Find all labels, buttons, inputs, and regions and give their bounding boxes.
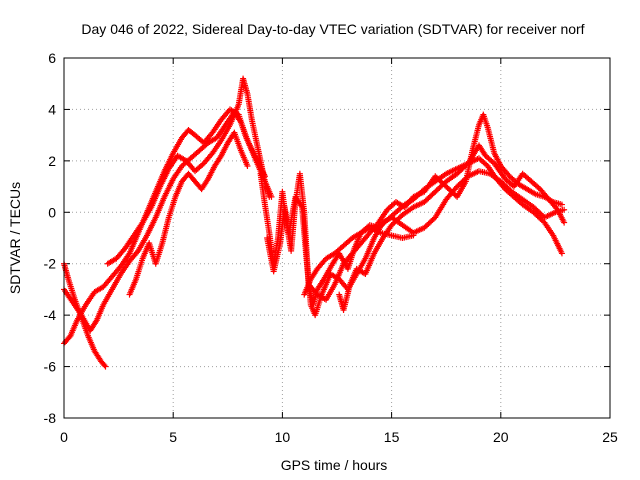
y-tick-label: 0: [48, 204, 56, 220]
y-tick-label: 2: [48, 153, 56, 169]
plot-frame: [63, 57, 611, 419]
y-tick-label: -6: [44, 359, 57, 375]
chart-title: Day 046 of 2022, Sidereal Day-to-day VTE…: [81, 21, 584, 37]
data-point: [558, 250, 565, 257]
y-tick-label: 4: [48, 101, 56, 117]
y-tick-label: -4: [44, 307, 57, 323]
series-track-3: [61, 109, 268, 334]
data-point: [101, 362, 108, 369]
series-track-10: [301, 224, 417, 298]
data-point: [561, 219, 568, 226]
x-tick-label: 5: [169, 429, 177, 445]
y-tick-label: 6: [48, 50, 56, 66]
data-point: [561, 206, 568, 213]
data-point: [558, 201, 565, 208]
grid-lines: [64, 58, 610, 418]
x-tick-label: 15: [384, 429, 400, 445]
x-axis-label: GPS time / hours: [281, 457, 388, 473]
data-points: [61, 75, 568, 370]
y-axis-label: SDTVAR / TECUs: [7, 182, 23, 294]
data-point: [266, 193, 273, 200]
series-track-5: [126, 129, 251, 298]
y-tick-label: -8: [44, 410, 57, 426]
data-point: [244, 163, 251, 169]
data-point: [102, 363, 109, 370]
x-tick-label: 0: [60, 429, 68, 445]
x-tick-label: 25: [602, 429, 618, 445]
x-tick-label: 20: [493, 429, 509, 445]
x-tick-label: 10: [275, 429, 291, 445]
y-tick-label: -2: [44, 256, 57, 272]
data-point: [410, 232, 417, 239]
